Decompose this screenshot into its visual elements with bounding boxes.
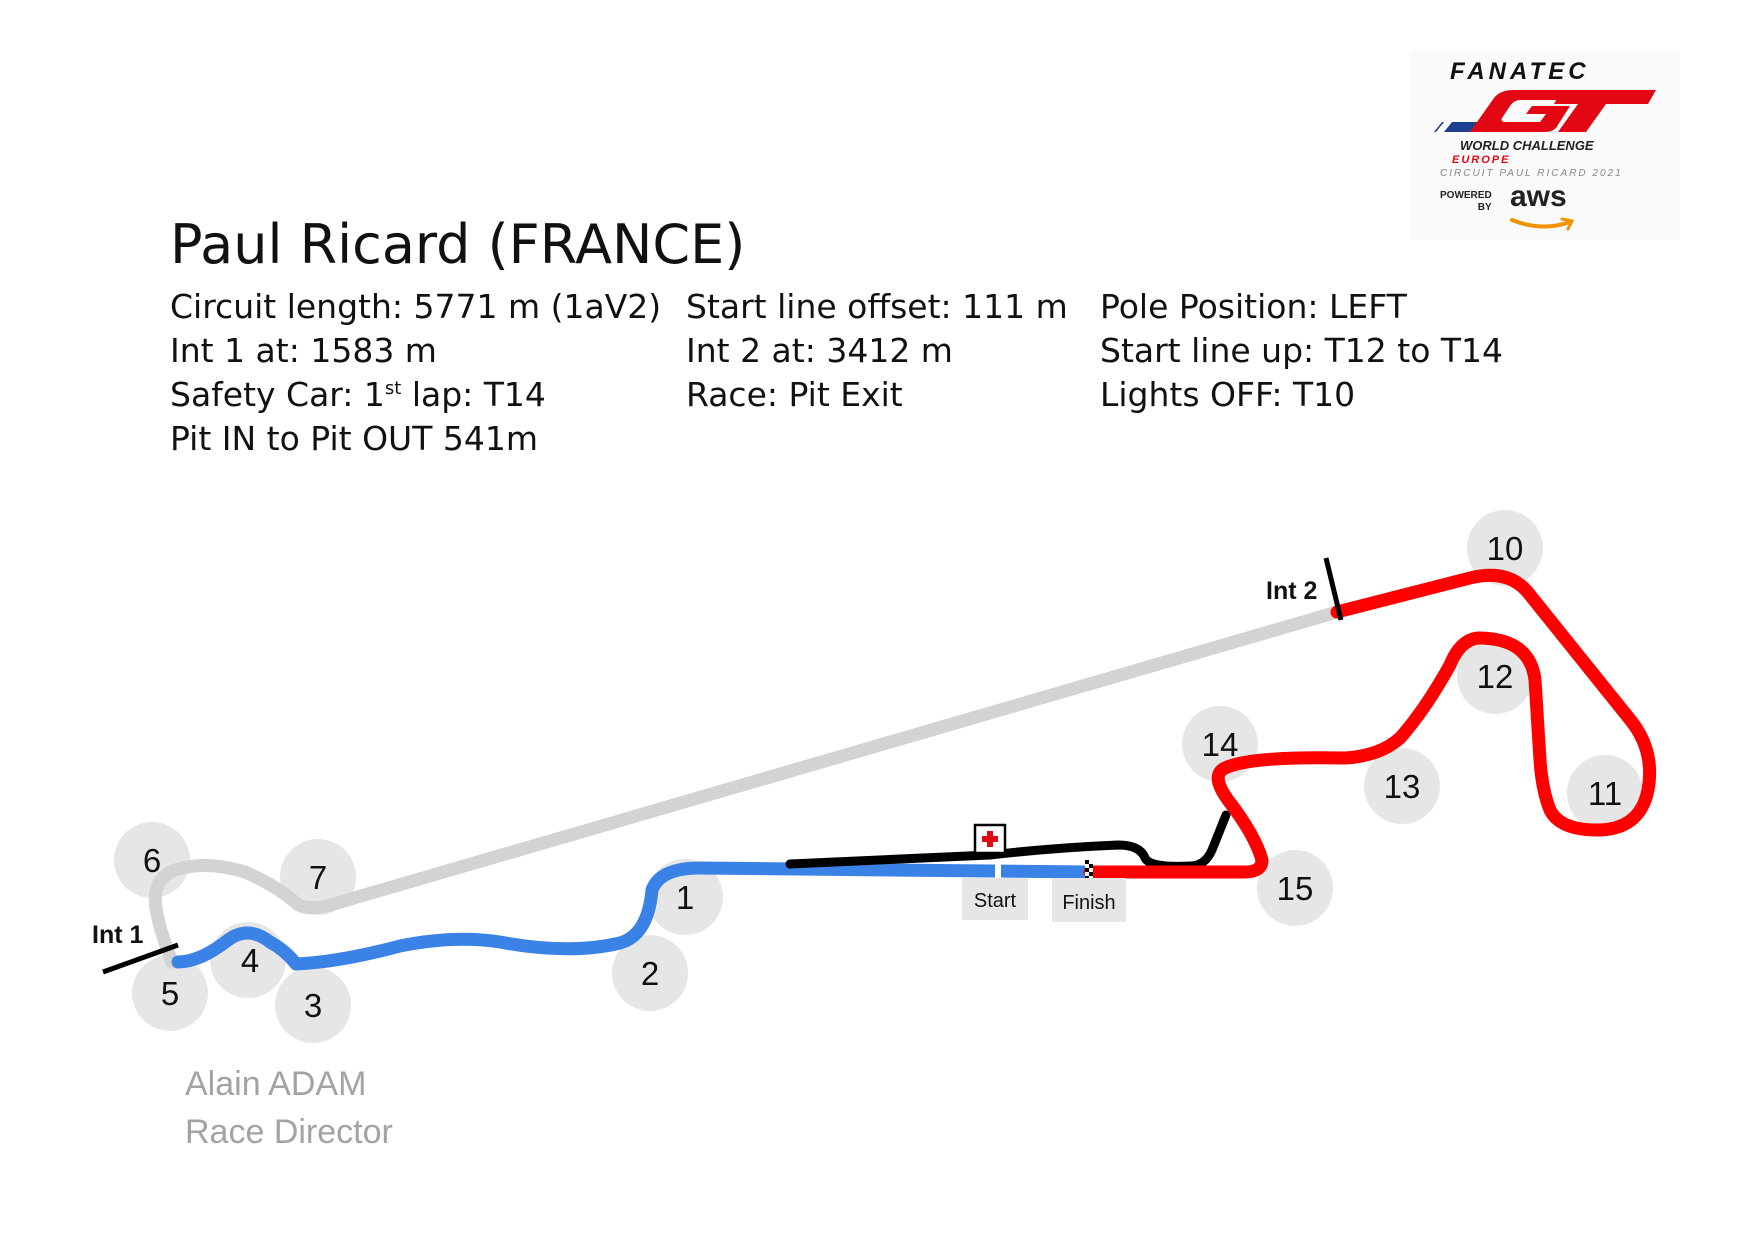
turn-7-label: 7 bbox=[309, 859, 327, 896]
turn-3-label: 3 bbox=[304, 987, 322, 1024]
gt-logo-icon bbox=[1434, 90, 1656, 132]
int-1-label: Int 1 bbox=[92, 921, 143, 949]
turn-5-label: 5 bbox=[161, 975, 179, 1012]
turn-12-label: 12 bbox=[1477, 658, 1514, 695]
signature-role: Race Director bbox=[185, 1113, 393, 1151]
logo-aws: aws bbox=[1510, 180, 1567, 213]
start-line-up: Start line up: T12 to T14 bbox=[1100, 331, 1504, 370]
finish-label-box bbox=[1052, 878, 1126, 922]
pit-lane bbox=[785, 810, 1231, 871]
start-label-box bbox=[962, 878, 1028, 920]
logo-powered-by: POWERED BY bbox=[1440, 190, 1492, 214]
turn-4-label: 4 bbox=[241, 942, 259, 979]
turn-15-label: 15 bbox=[1277, 870, 1314, 907]
turn-11-label: 11 bbox=[1588, 775, 1622, 812]
turn-5-marker bbox=[132, 955, 208, 1031]
medical-cross-icon bbox=[973, 823, 1007, 855]
int1-distance: Int 1 at: 1583 m bbox=[170, 331, 437, 370]
signature-name: Alain ADAM bbox=[185, 1065, 367, 1103]
turn-10-label: 10 bbox=[1487, 530, 1524, 567]
turn-labels: 1 2 3 4 5 6 7 10 11 12 13 14 15 bbox=[143, 530, 1622, 1024]
turn-15-marker bbox=[1257, 850, 1333, 926]
turn-6-label: 6 bbox=[143, 842, 161, 879]
safety-car-suffix: lap: T14 bbox=[401, 375, 546, 414]
int-2-label: Int 2 bbox=[1266, 577, 1317, 605]
int-1-line bbox=[102, 942, 179, 975]
signature-block: Alain ADAM Race Director bbox=[185, 1060, 393, 1156]
lights-off: Lights OFF: T10 bbox=[1100, 375, 1356, 414]
turn-14-label: 14 bbox=[1202, 726, 1239, 763]
turn-10-marker bbox=[1467, 510, 1543, 586]
logo-powered: POWERED bbox=[1440, 190, 1492, 201]
turn-12-marker bbox=[1457, 638, 1533, 714]
pole-position: Pole Position: LEFT bbox=[1100, 287, 1407, 326]
int2-distance: Int 2 at: 3412 m bbox=[686, 331, 953, 370]
logo-world-challenge: WORLD CHALLENGE bbox=[1460, 138, 1594, 153]
page-title: Paul Ricard (FRANCE) bbox=[170, 213, 746, 276]
race-pit-exit: Race: Pit Exit bbox=[686, 375, 903, 414]
turn-11-marker bbox=[1567, 755, 1643, 831]
logo-region: EUROPE bbox=[1452, 154, 1511, 166]
turn-2-marker bbox=[612, 935, 688, 1011]
info-column-1: Circuit length: 5771 m (1aV2) Int 1 at: … bbox=[170, 285, 661, 461]
turn-2-label: 2 bbox=[641, 955, 659, 992]
sector-3-track bbox=[1083, 568, 1657, 879]
turn-13-marker bbox=[1364, 748, 1440, 824]
turn-markers bbox=[114, 510, 1643, 1043]
turn-3-marker bbox=[275, 967, 351, 1043]
turn-1-label: 1 bbox=[676, 879, 694, 916]
safety-car-prefix: Safety Car: 1 bbox=[170, 375, 385, 414]
start-line bbox=[995, 860, 1001, 880]
sector-2-track bbox=[148, 605, 1344, 969]
safety-car-line: Safety Car: 1st lap: T14 bbox=[170, 373, 661, 417]
info-column-3: Pole Position: LEFT Start line up: T12 t… bbox=[1100, 285, 1503, 417]
logo-by: BY bbox=[1477, 202, 1492, 213]
series-logo: FANATEC WORLD CHALLENGE EUROPE CIRCUIT P… bbox=[1410, 50, 1680, 240]
logo-event: CIRCUIT PAUL RICARD 2021 bbox=[1440, 168, 1623, 179]
turn-7-marker bbox=[280, 839, 356, 915]
pit-in-out: Pit IN to Pit OUT 541m bbox=[170, 419, 538, 458]
sector-1-track bbox=[171, 861, 1097, 971]
safety-car-sup: st bbox=[384, 378, 402, 399]
logo-brand: FANATEC bbox=[1450, 58, 1590, 85]
aws-smile-icon bbox=[1510, 217, 1575, 231]
start-line-offset: Start line offset: 111 m bbox=[686, 287, 1068, 326]
start-label: Start bbox=[974, 890, 1017, 912]
info-column-2: Start line offset: 111 m Int 2 at: 3412 … bbox=[686, 285, 1068, 417]
int-2-line bbox=[1323, 557, 1344, 621]
finish-label: Finish bbox=[1062, 892, 1115, 914]
circuit-length: Circuit length: 5771 m (1aV2) bbox=[170, 287, 662, 326]
turn-13-label: 13 bbox=[1384, 768, 1421, 805]
